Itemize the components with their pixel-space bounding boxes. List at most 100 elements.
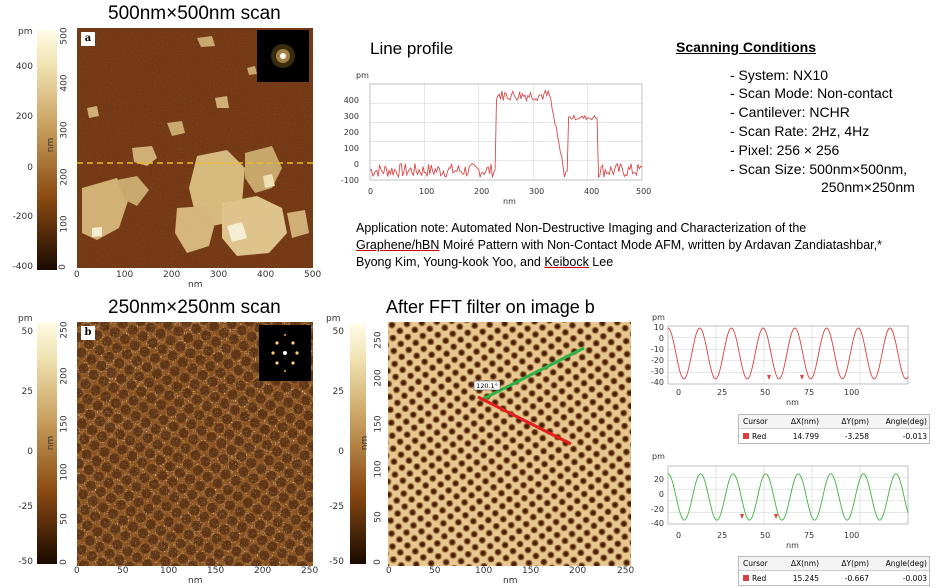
- green-cursor-marker: [740, 514, 744, 519]
- green-table-header: Cursor ΔX(nm) ΔY(pm) Angle(deg): [739, 557, 929, 571]
- green-x-tick: 75: [804, 531, 815, 540]
- app-note-line-1: Application note: Automated Non-Destruct…: [356, 221, 807, 235]
- line-profile-x-tick: 200: [474, 187, 490, 196]
- panel-a-y-unit: nm: [46, 137, 57, 153]
- red-y-tick: -10: [650, 345, 664, 354]
- red-cursor-table: Cursor ΔX(nm) ΔY(pm) Angle(deg) Red 14.7…: [738, 414, 930, 444]
- green-y-tick: 20: [653, 475, 664, 484]
- red-profile-chart: [667, 325, 909, 385]
- fft-x-tick: 50: [429, 566, 441, 576]
- panel-a-y-tick: 300: [59, 121, 70, 139]
- colorbar-b-unit: pm: [18, 314, 33, 324]
- green-x-unit: nm: [786, 541, 799, 550]
- condition-system: - System: NX10: [730, 67, 829, 83]
- panel-b-x-unit: nm: [188, 576, 203, 586]
- fft-x-tick: 200: [569, 566, 587, 576]
- conditions-title: Scanning Conditions: [676, 39, 816, 55]
- panel-b-letter: b: [81, 326, 95, 340]
- panel-b-y-tick: 100: [59, 463, 70, 481]
- panel-b-y-tick: 200: [59, 367, 70, 385]
- fft-panel-title: After FFT filter on image b: [386, 297, 595, 317]
- panel-a-y-tick: 0: [57, 264, 68, 270]
- panel-b-y-tick: 150: [59, 415, 70, 433]
- panel-a-y-tick: 500: [59, 27, 70, 45]
- fft-inset-a: [257, 30, 309, 82]
- line-profile-y-tick: 400: [343, 96, 359, 105]
- line-profile-x-tick: 500: [636, 187, 652, 196]
- green-cursor-table: Cursor ΔX(nm) ΔY(pm) Angle(deg) Red 15.2…: [738, 556, 930, 586]
- red-swatch-icon: [743, 574, 749, 581]
- colorbar-a-tick: 200: [15, 112, 33, 122]
- red-x-tick: 25: [717, 388, 728, 397]
- colorbar-a-tick: -400: [12, 262, 33, 272]
- application-note: Application note: Automated Non-Destruct…: [356, 220, 916, 271]
- panel-a-x-tick: 0: [74, 270, 80, 280]
- colorbar-fft-tick: 50: [332, 327, 344, 337]
- panel-b-y-tick: 50: [59, 513, 70, 525]
- line-profile-y-tick: -100: [340, 176, 359, 185]
- afm-image-b: b: [77, 322, 313, 566]
- panel-a-y-tick: 100: [59, 215, 70, 233]
- colorbar-b-tick: -50: [18, 557, 33, 567]
- panel-b-x-tick: 100: [160, 566, 178, 576]
- panel-b-y-tick: 250: [59, 321, 70, 339]
- colorbar-b-tick: -25: [18, 502, 33, 512]
- condition-scan-size: - Scan Size: 500nm×500nm,: [730, 161, 908, 177]
- green-x-tick: 25: [717, 531, 728, 540]
- colorbar-b-tick: 25: [21, 387, 33, 397]
- line-profile-y-tick: 0: [353, 160, 359, 169]
- colorbar-a-unit: pm: [18, 27, 33, 37]
- condition-scan-rate: - Scan Rate: 2Hz, 4Hz: [730, 123, 870, 139]
- line-profile-x-tick: 100: [419, 187, 435, 196]
- panel-a-x-tick: 400: [257, 270, 275, 280]
- line-profile-x-tick: 400: [584, 187, 600, 196]
- colorbar-fft: [350, 324, 366, 564]
- green-x-tick: 0: [676, 531, 682, 540]
- app-note-line-2: Graphene/hBN Moiré Pattern with Non-Cont…: [356, 238, 882, 269]
- panel-b-x-tick: 50: [117, 566, 129, 576]
- app-note-link-graphene[interactable]: Graphene/hBN: [356, 238, 440, 252]
- fft-filtered-image: 120.1°: [388, 322, 631, 566]
- red-x-tick: 50: [760, 388, 771, 397]
- green-table-row[interactable]: Red 15.245 -0.667 -0.003: [739, 571, 929, 585]
- green-profile-chart: [667, 465, 909, 525]
- condition-cantilever: - Cantilever: NCHR: [730, 104, 850, 120]
- green-y-tick: -40: [650, 519, 664, 528]
- fft-angle-label: 120.1°: [476, 382, 498, 390]
- red-table-row[interactable]: Red 14.799 -3.258 -0.013: [739, 429, 929, 443]
- colorbar-fft-tick: -50: [329, 557, 344, 567]
- fft-y-tick: 150: [373, 415, 384, 433]
- colorbar-a-tick: 0: [27, 163, 33, 173]
- red-y-tick: 0: [658, 334, 664, 343]
- red-x-tick: 0: [676, 388, 682, 397]
- green-profile-y-unit: pm: [652, 452, 665, 461]
- colorbar-fft-tick: -25: [329, 502, 344, 512]
- red-cursor-marker: [800, 375, 804, 380]
- red-cursor-marker: [767, 375, 771, 380]
- colorbar-a: [37, 30, 57, 270]
- panel-a-y-tick: 200: [59, 168, 70, 186]
- line-profile-y-tick: 200: [343, 128, 359, 137]
- line-profile-x-unit: nm: [503, 197, 516, 206]
- fft-x-tick: 100: [475, 566, 493, 576]
- colorbar-b-tick: 50: [21, 327, 33, 337]
- line-profile-x-tick: 0: [368, 187, 374, 196]
- line-profile-chart: [369, 83, 643, 181]
- green-x-tick: 50: [760, 531, 771, 540]
- line-profile-y-tick: 100: [343, 144, 359, 153]
- fft-y-tick: 50: [373, 511, 384, 523]
- red-x-tick: 100: [844, 388, 860, 397]
- app-note-link-keibock[interactable]: Keibock: [544, 255, 589, 269]
- panel-b-x-tick: 250: [301, 566, 319, 576]
- line-profile-x-tick: 300: [529, 187, 545, 196]
- condition-scan-size-2: 250nm×250nm: [821, 179, 915, 195]
- panel-a-y-tick: 400: [59, 74, 70, 92]
- panel-a-x-tick: 300: [210, 270, 228, 280]
- red-y-tick: -40: [650, 378, 664, 387]
- panel-b-y-unit: nm: [46, 435, 57, 451]
- red-y-tick: -30: [650, 367, 664, 376]
- colorbar-b-tick: 0: [27, 447, 33, 457]
- red-swatch-icon: [743, 432, 749, 439]
- fft-inset-b: [259, 325, 311, 381]
- panel-b-title: 250nm×250nm scan: [108, 297, 281, 318]
